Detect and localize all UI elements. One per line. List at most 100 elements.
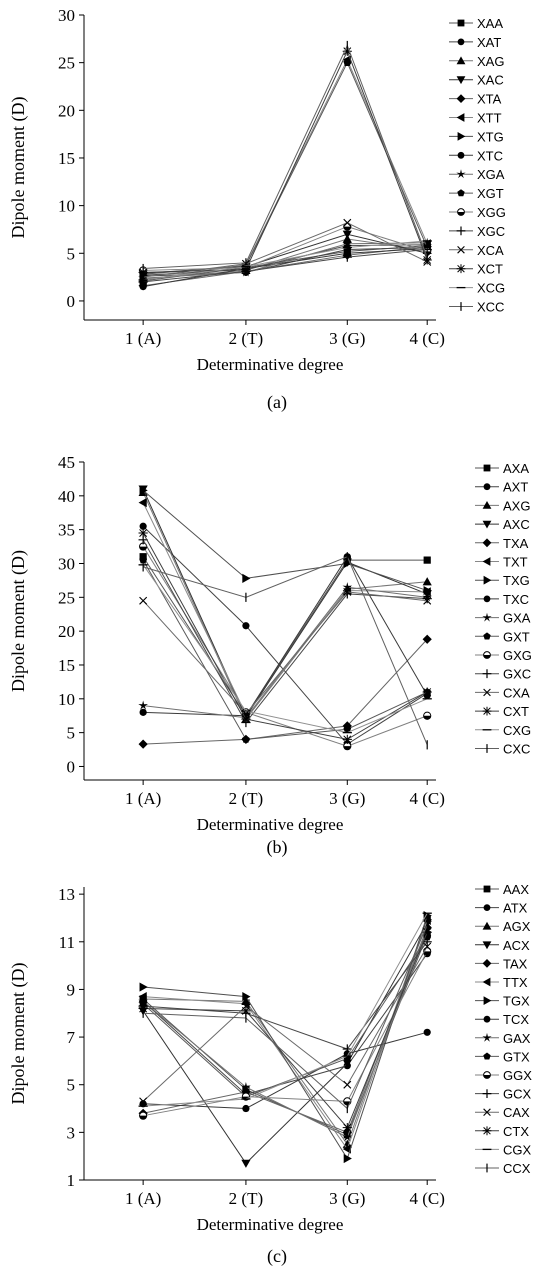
legend-item: CGX [475,1142,532,1157]
series-line [143,242,428,279]
legend-item: XAC [449,73,504,88]
legend-item: XTC [449,148,503,163]
legend-marker [482,520,492,529]
y-axis-label: Dipole moment (D) [8,97,29,239]
legend-item: GAX [475,1031,531,1046]
legend-marker [457,151,465,159]
y-tick-label: 30 [58,554,75,573]
legend-item: GGX [475,1068,532,1083]
series-line [142,525,428,745]
legend-label: XGC [477,224,505,239]
legend-item: CTX [475,1124,529,1139]
series-CTX [138,927,432,1133]
x-tick-label: 1 (A) [125,329,161,348]
data-point [342,1144,351,1154]
series-line [143,912,428,1107]
y-tick-label: 40 [58,487,75,506]
legend-item: CXC [475,742,530,757]
legend-label: XTG [477,129,504,144]
x-tick-label: 2 (T) [229,1189,263,1208]
series-line [143,555,428,717]
series-line [143,924,428,1110]
legend-marker [457,208,465,216]
legend-label: TXG [503,573,530,588]
y-tick-label: 3 [67,1123,76,1142]
series-line [143,1031,428,1110]
data-point [423,711,432,720]
series-line [142,492,428,721]
legend-marker [457,132,466,141]
legend-marker [482,1032,492,1042]
data-point [342,238,353,248]
legend-marker [483,1015,491,1023]
legend-marker [483,1052,491,1060]
legend-marker [456,76,466,85]
legend-item: TGX [475,994,530,1009]
panel-caption: (a) [267,392,287,413]
y-tick-label: 45 [58,453,75,472]
x-tick-label: 4 (C) [409,329,444,348]
legend-marker [457,189,465,197]
legend-label: TXT [503,555,528,570]
data-point [138,739,148,749]
data-point [343,558,352,569]
series-line [143,941,428,1050]
y-tick-label: 13 [58,885,75,904]
panel-caption: (b) [267,837,288,858]
y-axis-label: Dipole moment (D) [8,963,29,1105]
legend-label: XAC [477,73,504,88]
legend-marker [456,169,466,179]
legend-marker [482,1089,492,1098]
chart-panel-1: 0 5 10 15 20 25 30 1 (A) 2 (T) 3 (G) 4 (C) Determin… [8,6,506,413]
legend-marker [483,904,491,911]
legend-label: CAX [503,1105,530,1120]
series-line [143,951,428,1117]
data-point [343,218,352,227]
panel-caption: (c) [267,1246,287,1267]
y-axis-label: Dipole moment (D) [8,550,29,692]
legend: XAA XAT XAG XAC XTA XTT XTG XTC XGA XGT XGG XGC XCA X… [449,16,506,315]
series-TXG [139,485,432,596]
legend-label: XCT [477,262,503,277]
legend-item: XCC [449,300,504,315]
data-point [342,589,352,599]
data-point [139,1097,148,1106]
y-tick-label: 10 [58,690,75,709]
legend-label: AXA [503,461,529,476]
series-XTT [138,55,431,285]
series-ATX [139,950,431,1098]
data-point [139,283,147,291]
legend: AAX ATX AGX ACX TAX TTX TGX TCX GAX GTX GGX GCX CAX C… [475,882,532,1176]
series-line [142,490,428,592]
legend-label: TAX [503,956,528,971]
legend-label: CGX [503,1142,532,1157]
legend-item: XCG [449,281,505,296]
series-line [142,559,428,740]
data-point [138,991,147,1002]
legend-item: XTT [449,111,502,126]
legend-marker [483,464,491,472]
legend-label: GXC [503,667,531,682]
legend-label: TTX [503,975,528,990]
legend-marker [482,706,492,716]
legend-item: TXG [475,573,530,588]
legend-label: CXC [503,742,530,757]
series-line [143,638,428,745]
legend-label: XAT [477,35,501,50]
series-line [142,922,428,1165]
legend-item: XAG [449,54,504,69]
y-tick-label: 15 [58,656,75,675]
data-point [342,734,352,745]
data-point [422,577,432,586]
legend-marker [456,94,466,103]
data-point [423,596,432,605]
legend-marker [482,538,492,548]
series-CXA [139,587,432,718]
series-CGX [138,912,432,1107]
y-tick-label: 25 [58,54,75,73]
y-tick-label: 30 [58,6,75,25]
legend-item: CCX [475,1161,531,1176]
data-point [342,1044,352,1054]
x-tick-label: 4 (C) [409,1189,444,1208]
